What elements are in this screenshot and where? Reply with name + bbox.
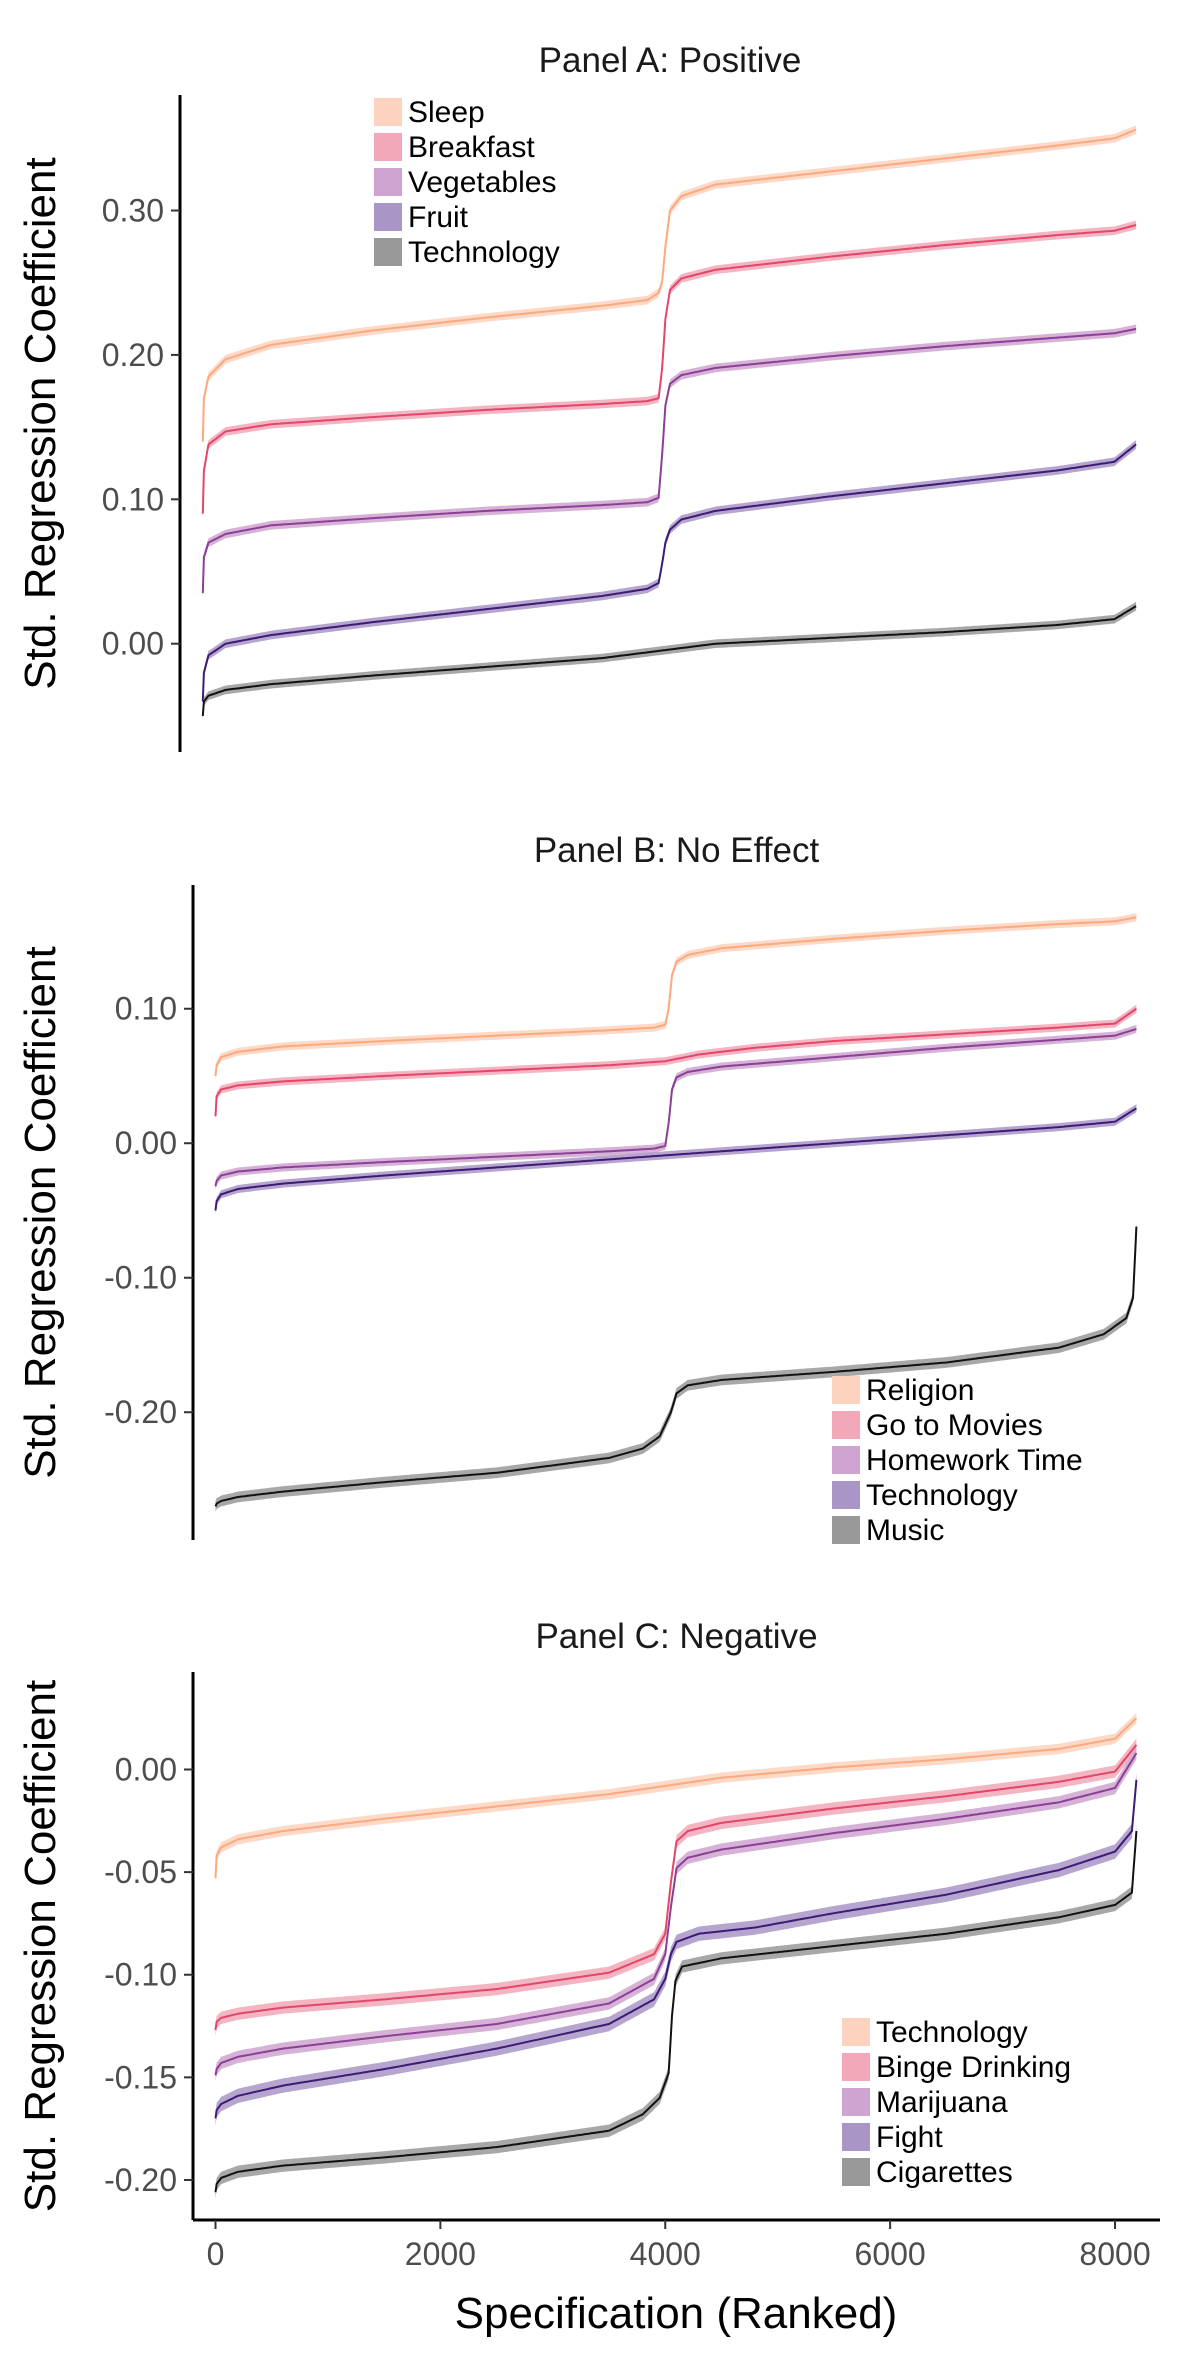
series-band-0 (202, 125, 1137, 446)
series-band-2 (215, 1024, 1137, 1191)
y-tick-label: 0.00 (102, 626, 164, 662)
legend-label: Fight (876, 2121, 943, 2154)
panel-a: Panel A: Positive 0.00 0.10 0.20 0.30 Std. Re… (16, 41, 1137, 752)
series-line-4 (201, 605, 1137, 716)
y-tick-label: -0.20 (104, 1394, 177, 1430)
series-band-4 (215, 1824, 1137, 2199)
y-tick-label: -0.15 (104, 2059, 177, 2095)
legend-label: Fruit (408, 201, 469, 234)
series-line-3 (214, 1779, 1138, 2119)
series-line-3 (214, 1107, 1137, 1211)
x-tick-label: 4000 (630, 2236, 701, 2272)
y-axis-title: Std. Regression Coefficient (16, 157, 65, 689)
legend-swatch (842, 2088, 870, 2116)
y-tick-label: 0.00 (115, 1751, 177, 1787)
legend-label: Go to Movies (866, 1409, 1043, 1442)
legend-swatch (842, 2158, 870, 2186)
legend-swatch (842, 2018, 870, 2046)
series-band-3 (215, 1104, 1137, 1215)
x-tick-label: 8000 (1079, 2236, 1150, 2272)
legend-label: Music (866, 1514, 944, 1547)
y-tick-label: -0.10 (104, 1260, 177, 1296)
series-line-0 (214, 1717, 1138, 1879)
legend-label: Sleep (408, 96, 485, 129)
y-axis-title: Std. Regression Coefficient (16, 1680, 65, 2212)
legend-swatch (832, 1516, 860, 1544)
series-line-4 (214, 1831, 1138, 2193)
series-line-1 (214, 1744, 1138, 2031)
legend-swatch (374, 238, 402, 266)
legend-label: Technology (866, 1479, 1018, 1512)
series-band-3 (202, 440, 1137, 706)
panel-title: Panel B: No Effect (534, 831, 820, 870)
series-band-2 (202, 324, 1137, 598)
x-axis-title: Specification (Ranked) (455, 2289, 898, 2338)
series-line-2 (214, 1752, 1138, 2076)
legend-label: Vegetables (408, 166, 556, 199)
y-tick-label: 0.10 (102, 481, 164, 517)
legend-swatch (832, 1411, 860, 1439)
y-axis-title: Std. Regression Coefficient (16, 946, 65, 1478)
panel-title: Panel A: Positive (539, 41, 802, 80)
x-tick-label: 6000 (855, 2236, 926, 2272)
legend-swatch (374, 203, 402, 231)
panel-title: Panel C: Negative (535, 1617, 817, 1656)
legend-swatch (832, 1376, 860, 1404)
series-line-0 (214, 916, 1137, 1077)
legend-swatch (842, 2053, 870, 2081)
series-line-3 (201, 443, 1137, 702)
series-line-4 (214, 1226, 1138, 1507)
legend-label: Technology (408, 236, 560, 269)
legend-swatch (842, 2123, 870, 2151)
legend-swatch (832, 1446, 860, 1474)
legend-label: Breakfast (408, 131, 535, 164)
y-tick-label: -0.10 (104, 1957, 177, 1993)
x-tick-label: 2000 (405, 2236, 476, 2272)
y-tick-label: 0.20 (102, 337, 164, 373)
panel-b: Panel B: No Effect -0.20 -0.10 0.00 0.10 Std.… (16, 831, 1138, 1547)
legend-swatch (374, 98, 402, 126)
series-line-2 (214, 1027, 1137, 1187)
y-tick-label: 0.00 (115, 1125, 177, 1161)
panel-c: Panel C: Negative -0.20 -0.15 -0.10 -0.05 0.0… (16, 1617, 1160, 2272)
series-line-0 (201, 128, 1137, 442)
y-tick-label: 0.30 (102, 193, 164, 229)
legend-swatch (374, 133, 402, 161)
series-band-4 (215, 1221, 1137, 1512)
legend-swatch (832, 1481, 860, 1509)
legend-label: Binge Drinking (876, 2051, 1071, 2084)
x-tick-label: 0 (207, 2236, 225, 2272)
legend-label: Homework Time (866, 1444, 1083, 1477)
series-line-1 (201, 224, 1137, 514)
series-line-1 (214, 1007, 1137, 1117)
legend-label: Cigarettes (876, 2156, 1013, 2189)
series-band-2 (215, 1746, 1137, 2082)
series-band-0 (215, 913, 1137, 1080)
y-tick-label: -0.05 (104, 1854, 177, 1890)
series-band-4 (202, 601, 1137, 721)
series-band-1 (215, 1004, 1137, 1121)
series-band-3 (215, 1772, 1137, 2126)
y-tick-label: -0.20 (104, 2162, 177, 2198)
y-tick-label: 0.10 (115, 991, 177, 1027)
series-line-2 (201, 327, 1137, 594)
legend-swatch (374, 168, 402, 196)
legend-label: Religion (866, 1374, 974, 1407)
legend-label: Technology (876, 2016, 1028, 2049)
legend-label: Marijuana (876, 2086, 1008, 2119)
series-band-0 (215, 1713, 1137, 1884)
